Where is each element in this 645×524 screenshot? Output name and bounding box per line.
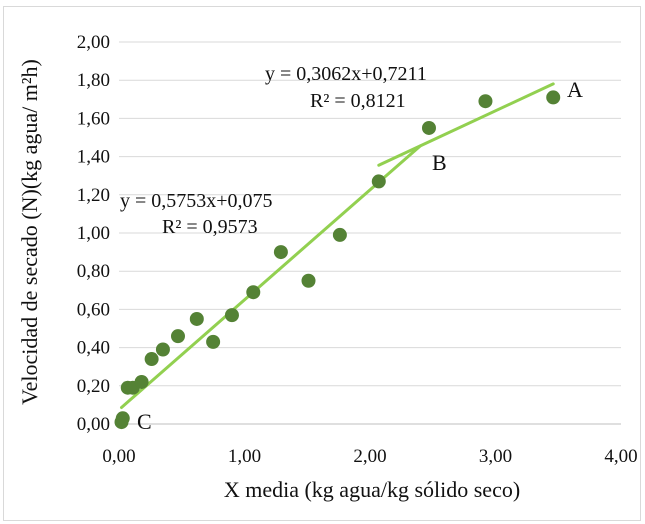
data-points — [114, 90, 561, 430]
gridlines — [119, 41, 621, 387]
point-label-a: A — [567, 77, 583, 102]
data-point — [371, 174, 386, 189]
data-point — [134, 374, 149, 389]
x-tick-label: 2,00 — [353, 446, 386, 467]
x-tick-label: 3,00 — [479, 446, 512, 467]
data-point — [144, 352, 159, 367]
data-point — [224, 308, 239, 323]
trendline-2-equation: y = 0,3062x+0,7211 — [265, 63, 427, 85]
data-point — [273, 245, 288, 260]
data-point — [421, 120, 436, 135]
data-point — [206, 334, 221, 349]
x-axis-ticks: 0,00 1,00 2,00 3,00 4,00 — [102, 446, 637, 467]
trendline-1 — [120, 144, 422, 409]
trendlines — [120, 82, 555, 409]
x-axis-title: X media (kg agua/kg sólido seco) — [224, 477, 520, 502]
y-axis-ticks: 0,00 0,20 0,40 0,60 0,80 1,00 1,20 1,40 1,60 1,80… — [77, 32, 110, 435]
y-tick-label: 1,40 — [77, 147, 110, 168]
y-tick-label: 1,00 — [77, 223, 110, 244]
data-point — [115, 411, 130, 426]
y-tick-label: 0,60 — [77, 299, 110, 320]
data-point — [170, 329, 185, 344]
x-tick-label: 1,00 — [228, 446, 261, 467]
point-label-c: C — [137, 409, 152, 434]
y-tick-label: 0,40 — [77, 338, 110, 359]
y-tick-label: 0,20 — [77, 376, 110, 397]
y-tick-label: 1,60 — [77, 108, 110, 129]
trendline-2 — [377, 82, 555, 167]
trendline-1-equation: y = 0,5753x+0,075 — [120, 190, 273, 212]
data-point — [189, 311, 204, 326]
y-tick-label: 0,80 — [77, 261, 110, 282]
y-tick-label: 1,80 — [77, 70, 110, 91]
point-label-b: B — [432, 150, 447, 175]
y-tick-label: 2,00 — [77, 32, 110, 53]
trendline-2-r2: R² = 0,8121 — [310, 90, 406, 112]
y-tick-label: 0,00 — [77, 414, 110, 435]
trendline-1-r2: R² = 0,9573 — [162, 216, 258, 238]
x-tick-label: 4,00 — [604, 446, 637, 467]
x-tick-label: 0,00 — [102, 446, 135, 467]
data-point — [301, 273, 316, 288]
data-point — [332, 227, 347, 242]
y-tick-label: 1,20 — [77, 185, 110, 206]
data-point — [246, 285, 261, 300]
data-point — [546, 90, 561, 105]
data-point — [478, 94, 493, 109]
y-axis-title: Velocidad de secado (N)(kg agua/ m²h) — [17, 59, 42, 405]
data-point — [155, 342, 170, 357]
